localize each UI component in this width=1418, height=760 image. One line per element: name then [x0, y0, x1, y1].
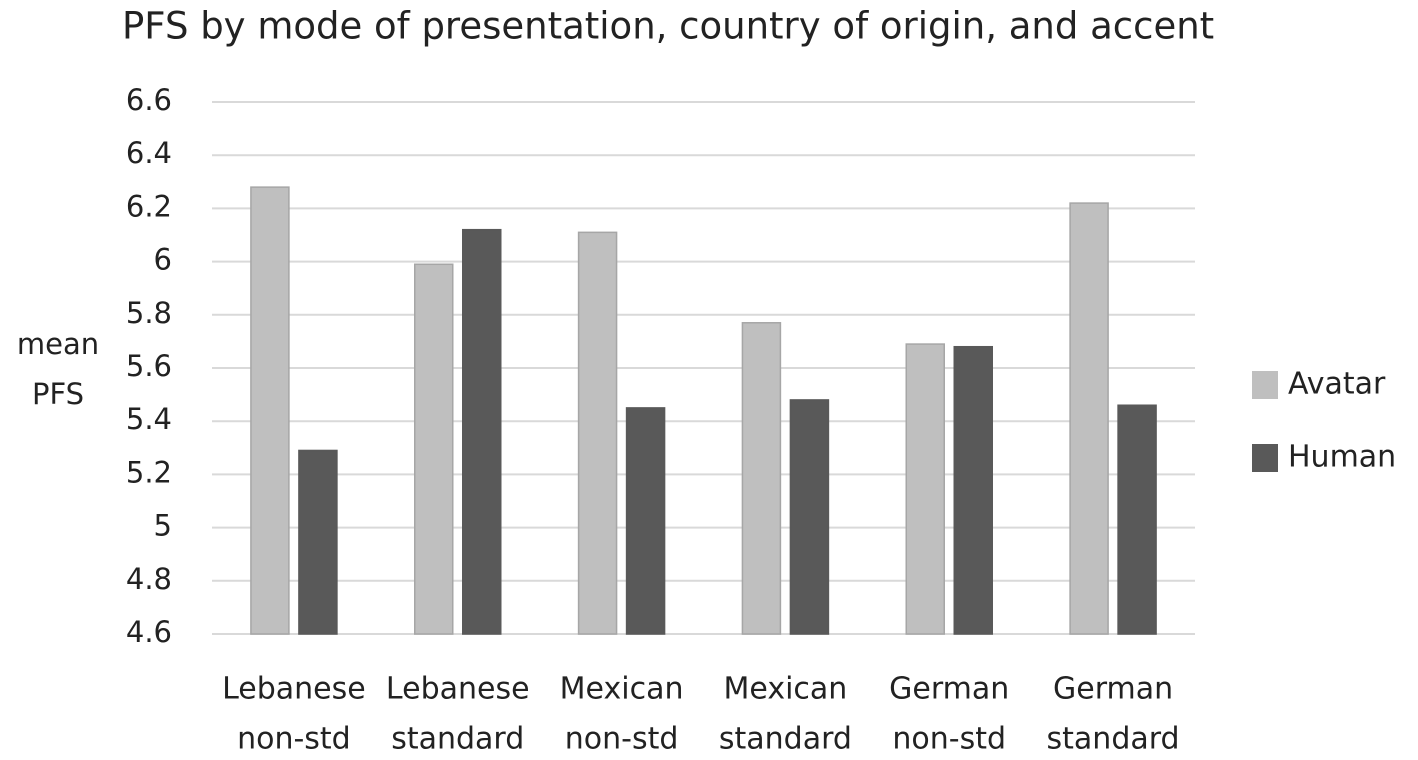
bar: [250, 186, 290, 635]
y-tick-label: 6.2: [126, 189, 172, 223]
y-tick-label: 4.8: [126, 562, 172, 596]
y-tick-label: 4.6: [126, 615, 172, 649]
y-tick-label: 5.4: [126, 402, 172, 436]
x-tick-label: Mexican: [724, 672, 848, 707]
y-tick-label: 6.6: [126, 83, 172, 117]
bar: [1069, 202, 1109, 635]
y-tick-label: 6.4: [126, 136, 172, 170]
x-tick-label: Lebanese: [222, 672, 366, 707]
x-tick-label: Lebanese: [386, 672, 530, 707]
bar: [905, 343, 945, 635]
y-tick-label: 6: [154, 243, 172, 277]
bar: [953, 345, 993, 635]
y-axis-label: mean: [17, 327, 99, 361]
y-tick-label: 5.2: [126, 455, 172, 489]
legend-swatch: [1252, 371, 1278, 399]
x-tick-label: standard: [391, 722, 524, 757]
chart-title: PFS by mode of presentation, country of …: [122, 5, 1214, 48]
x-tick-label: standard: [1047, 722, 1180, 757]
x-tick-label: German: [1053, 672, 1173, 707]
x-tick-label: German: [889, 672, 1009, 707]
x-tick-label: standard: [719, 722, 852, 757]
bar: [577, 231, 618, 635]
x-tick-label: non-std: [565, 722, 679, 757]
legend-label: Human: [1288, 440, 1396, 475]
bar: [741, 322, 782, 635]
bar: [1117, 404, 1157, 635]
bar: [462, 228, 502, 635]
legend-swatch: [1252, 444, 1278, 472]
y-axis-label: PFS: [32, 377, 84, 411]
bar: [625, 407, 666, 635]
bar: [414, 263, 454, 635]
bar: [298, 449, 338, 635]
y-tick-label: 5.6: [126, 349, 172, 383]
bar: [789, 399, 830, 635]
x-tick-label: non-std: [237, 722, 351, 757]
x-tick-label: Mexican: [560, 672, 684, 707]
y-tick-label: 5: [154, 509, 172, 543]
x-tick-label: non-std: [892, 722, 1006, 757]
legend-label: Avatar: [1288, 367, 1386, 402]
y-tick-label: 5.8: [126, 296, 172, 330]
